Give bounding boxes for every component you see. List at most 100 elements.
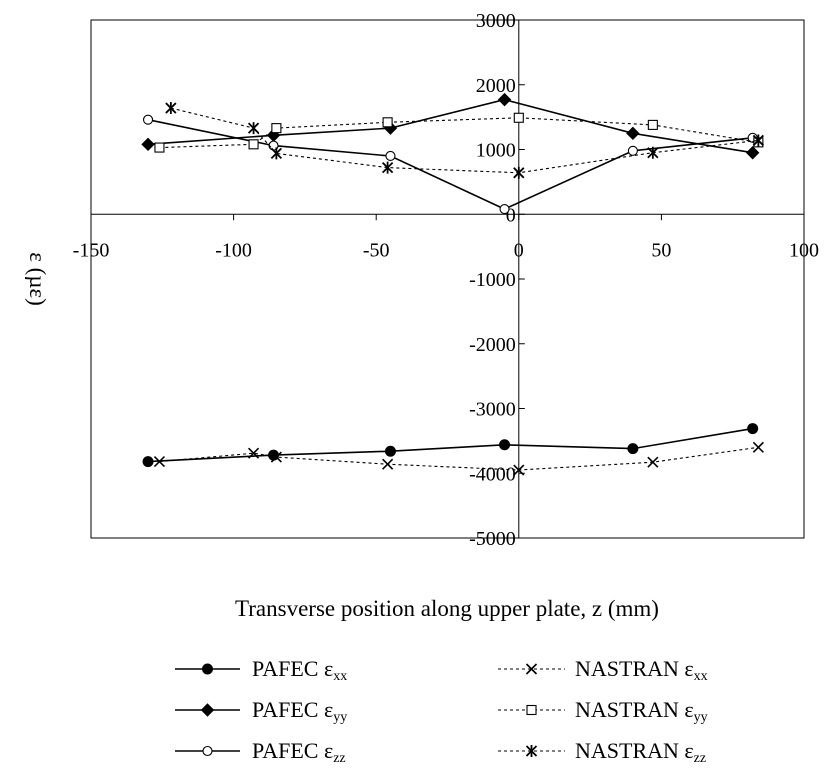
data-point-nastran-zz — [513, 166, 525, 179]
open-square-marker — [382, 117, 393, 128]
legend-subscript: yy — [694, 710, 708, 725]
open-circle-marker — [202, 745, 213, 757]
filled-diamond-marker — [497, 92, 512, 107]
filled-circle-marker — [142, 456, 154, 468]
legend-marker — [526, 704, 537, 716]
data-point-pafec-yy — [497, 92, 512, 107]
legend-item-nastran-zz: NASTRAN εzz — [498, 738, 706, 766]
data-point-pafec-xx — [142, 456, 154, 468]
x-tick-label: -100 — [215, 239, 252, 261]
legend-series-name: PAFEC — [252, 697, 324, 722]
series-line-pafec-zz — [147, 118, 753, 210]
legend-series-name: PAFEC — [252, 656, 324, 681]
legend-item-nastran-yy: NASTRAN εyy — [498, 697, 708, 725]
legend-series-name: PAFEC — [252, 738, 324, 763]
data-point-pafec-xx — [384, 445, 396, 457]
legend-series-name: NASTRAN — [575, 697, 684, 722]
data-point-nastran-yy — [271, 123, 282, 134]
x-tick-label: -150 — [73, 239, 110, 261]
y-axis-label: ε (µε) — [25, 252, 50, 306]
series-pafec-yy — [141, 92, 760, 160]
data-point-pafec-xx — [627, 443, 639, 455]
legend-label: NASTRAN εxx — [575, 656, 708, 684]
data-point-nastran-zz — [647, 146, 659, 159]
data-point-pafec-zz — [385, 150, 396, 162]
data-point-nastran-xx — [513, 464, 525, 476]
series-group — [141, 92, 765, 476]
data-point-nastran-xx — [647, 456, 659, 468]
open-square-marker — [271, 123, 282, 134]
x-marker-stroke — [513, 464, 525, 476]
legend-marker — [525, 663, 538, 675]
x-tick-label: 0 — [514, 239, 524, 261]
filled-diamond-marker — [141, 137, 155, 152]
legend-label: PAFEC εyy — [252, 697, 347, 725]
data-point-nastran-yy — [647, 119, 658, 130]
legend-marker — [202, 745, 213, 757]
open-circle-marker — [627, 145, 638, 156]
filled-circle-marker — [384, 445, 396, 457]
legend-item-nastran-xx: NASTRAN εxx — [498, 656, 708, 684]
legend-epsilon: ε — [324, 697, 333, 722]
filled-circle-marker — [627, 443, 639, 455]
series-line-nastran-xx — [159, 446, 759, 471]
legend-epsilon: ε — [684, 697, 693, 722]
legend-epsilon: ε — [684, 738, 693, 763]
data-point-pafec-xx — [499, 439, 511, 451]
x-marker-stroke — [752, 441, 764, 453]
filled-circle-marker — [747, 423, 759, 435]
filled-diamond-marker — [745, 146, 760, 160]
axes: -150 -100 -50 0 50 100 3000 2000 1000 0 -1000 -2000… — [73, 10, 819, 550]
series-pafec-zz — [142, 114, 758, 215]
series-pafec-xx — [142, 423, 759, 468]
y-tick-label: -1000 — [469, 269, 516, 291]
data-point-nastran-xx — [247, 447, 260, 459]
legend-subscript: xx — [333, 669, 347, 684]
x-tick-label: -50 — [363, 239, 390, 261]
legend-marker — [202, 663, 213, 675]
x-marker-stroke — [382, 458, 394, 470]
legend-subscript: zz — [694, 751, 706, 766]
legend-epsilon: ε — [324, 738, 333, 763]
x-marker-stroke — [270, 451, 282, 463]
y-tick-label: 1000 — [476, 140, 516, 162]
y-tick-label: 2000 — [476, 75, 516, 97]
y-tick-label: 3000 — [476, 10, 516, 32]
data-point-nastran-yy — [382, 117, 393, 128]
data-point-nastran-zz — [381, 161, 394, 174]
data-point-nastran-xx — [382, 458, 394, 470]
legend-item-pafec-zz: PAFEC εzz — [175, 738, 346, 766]
data-point-pafec-zz — [142, 114, 154, 125]
data-point-nastran-zz — [165, 102, 177, 115]
filled-diamond-marker — [626, 126, 640, 141]
data-point-pafec-yy — [141, 137, 155, 152]
open-square-marker — [154, 142, 165, 153]
legend-marker — [200, 703, 215, 717]
legend-subscript: yy — [333, 710, 347, 725]
x-marker-stroke — [247, 447, 260, 459]
legend-label: NASTRAN εyy — [575, 697, 708, 725]
legend-label: PAFEC εzz — [252, 738, 346, 766]
open-circle-marker — [499, 204, 510, 215]
y-tick-label: -5000 — [469, 528, 516, 550]
data-point-nastran-zz — [270, 147, 283, 160]
series-nastran-xx — [153, 441, 764, 476]
legend-series-name: NASTRAN — [575, 738, 684, 763]
x-marker-stroke — [525, 663, 538, 675]
data-point-nastran-xx — [153, 456, 166, 468]
data-point-nastran-yy — [248, 139, 259, 150]
x-axis-label: Transverse position along upper plate, z… — [235, 596, 659, 621]
data-point-nastran-xx — [752, 441, 764, 453]
y-tick-label: 0 — [506, 204, 516, 226]
data-point-pafec-yy — [745, 146, 760, 160]
open-circle-marker — [142, 114, 154, 125]
plot-frame — [90, 19, 805, 539]
open-square-marker — [513, 112, 524, 123]
open-square-marker — [526, 704, 537, 716]
series-nastran-yy — [154, 112, 764, 153]
data-point-nastran-zz — [752, 134, 765, 147]
data-point-pafec-zz — [627, 145, 638, 156]
data-point-nastran-yy — [513, 112, 524, 123]
